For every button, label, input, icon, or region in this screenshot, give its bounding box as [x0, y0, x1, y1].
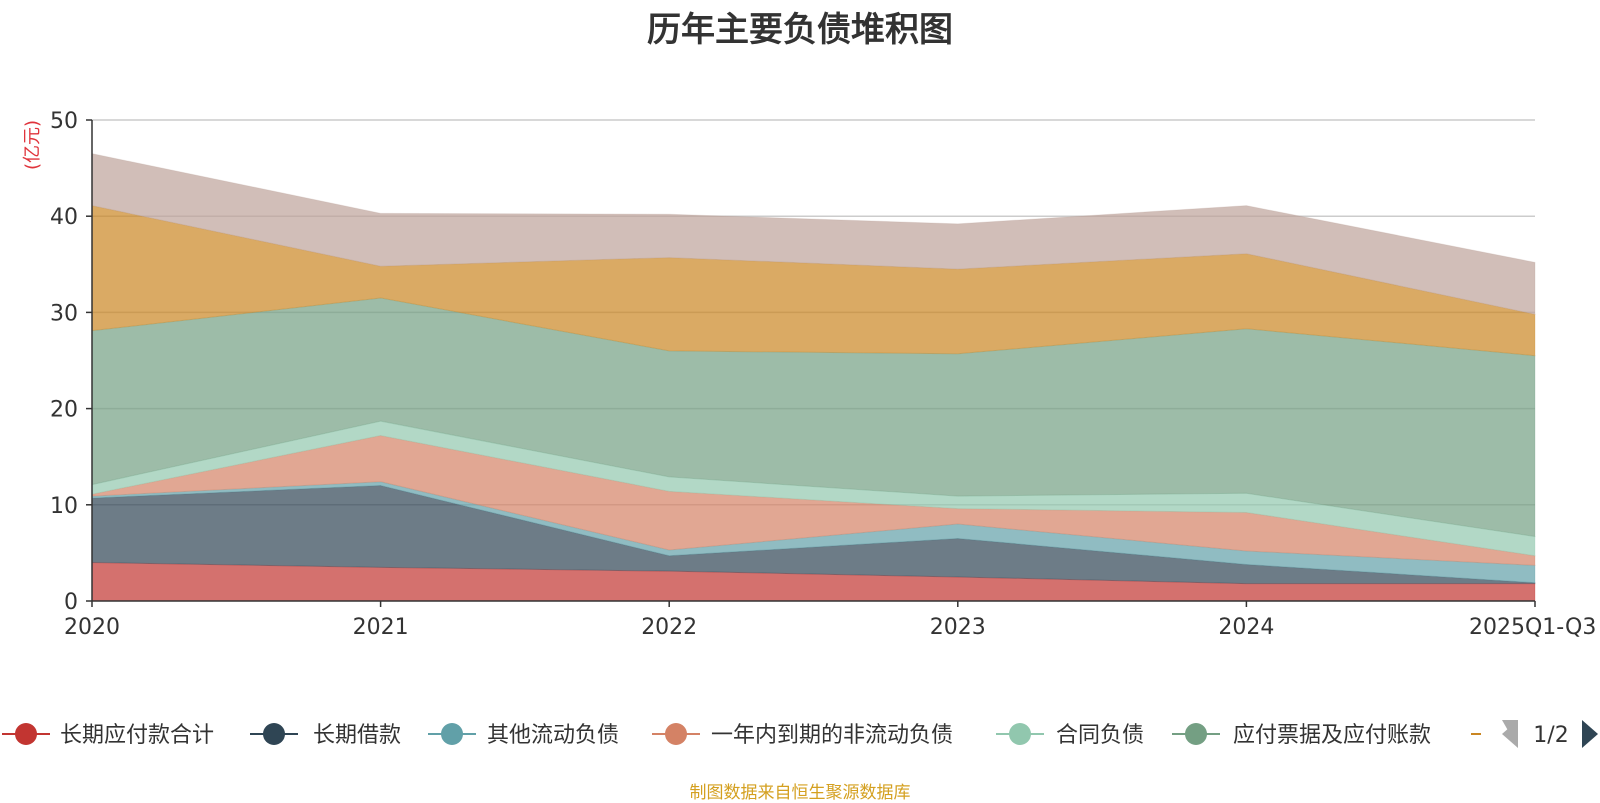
- area-series-group: [91, 153, 1536, 602]
- area-series: [91, 153, 1536, 315]
- legend-page-indicator: 1/2: [1533, 723, 1568, 748]
- legend-item[interactable]: 应付票据及应付账款: [1172, 723, 1431, 748]
- legend-prev-page-icon[interactable]: [1502, 720, 1518, 748]
- y-tick-label: 20: [50, 398, 78, 423]
- legend-marker: [1009, 723, 1031, 745]
- y-tick-label: 0: [64, 590, 78, 615]
- legend: 长期应付款合计 长期借款 其他流动负债 一年内到期的非流动负债 合同负债 应付票据及应付账…: [2, 720, 1598, 748]
- legend-marker: [15, 723, 37, 745]
- legend-label: 应付票据及应付账款: [1233, 723, 1431, 748]
- legend-item[interactable]: 其他流动负债: [428, 723, 619, 748]
- x-tick-label: 2023: [930, 615, 986, 640]
- axes: 0 10 20 30 40 50 2020 2021 2022 2023 2024 2025Q1-Q3…: [22, 109, 1596, 640]
- chart-title: 历年主要负债堆积图: [647, 10, 953, 50]
- x-tick-label: 2022: [641, 615, 697, 640]
- x-tick-label: 2025Q1-Q3: [1469, 615, 1596, 640]
- legend-marker: [441, 723, 463, 745]
- x-tick-label: 2024: [1218, 615, 1274, 640]
- y-tick-label: 40: [50, 205, 78, 230]
- legend-marker: [665, 723, 687, 745]
- y-tick-label: 10: [50, 494, 78, 519]
- y-tick-label: 50: [50, 109, 78, 134]
- legend-label: 长期借款: [313, 723, 401, 748]
- legend-marker: [263, 723, 285, 745]
- legend-label: 长期应付款合计: [60, 723, 214, 748]
- legend-label: 其他流动负债: [487, 723, 619, 748]
- x-tick-label: 2021: [353, 615, 409, 640]
- legend-item[interactable]: 长期借款: [250, 723, 401, 748]
- legend-label: 合同负债: [1056, 723, 1144, 748]
- legend-next-page-icon[interactable]: [1582, 720, 1598, 748]
- legend-item[interactable]: 长期应付款合计: [2, 723, 214, 748]
- source-note: 制图数据来自恒生聚源数据库: [689, 783, 911, 803]
- x-tick-label: 2020: [64, 615, 120, 640]
- legend-item[interactable]: 一年内到期的非流动负债: [652, 723, 953, 748]
- legend-label: 一年内到期的非流动负债: [711, 723, 953, 748]
- legend-item[interactable]: 合同负债: [996, 723, 1144, 748]
- y-axis-unit-label: (亿元): [22, 120, 43, 170]
- legend-marker: [1185, 723, 1207, 745]
- y-tick-label: 30: [50, 301, 78, 326]
